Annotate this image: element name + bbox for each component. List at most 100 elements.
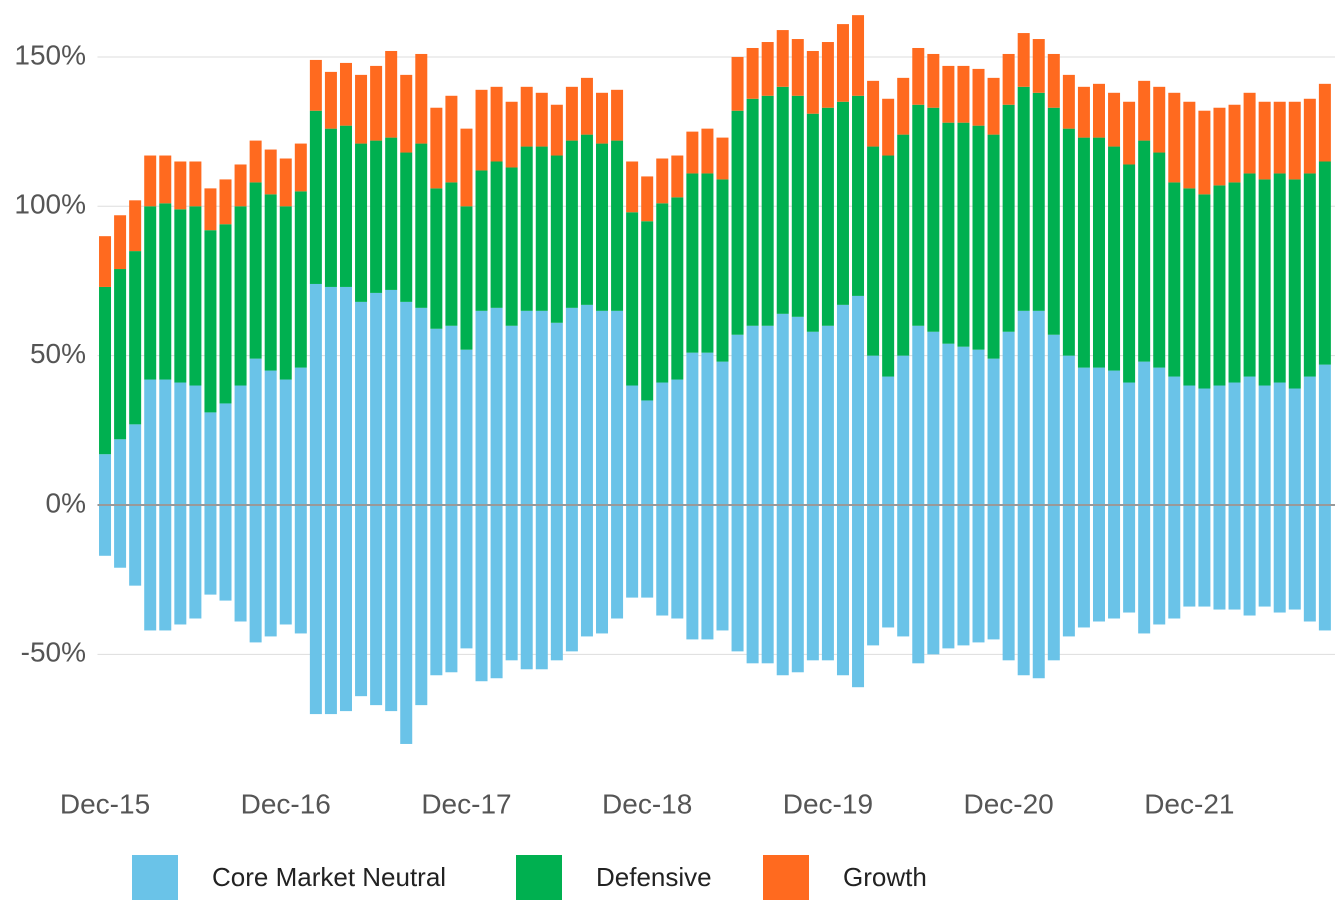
bar (1318, 83, 1331, 162)
bar (701, 173, 714, 353)
bar (1213, 107, 1226, 186)
bar (430, 328, 443, 505)
bar (219, 179, 232, 225)
legend-label: Defensive (596, 862, 712, 892)
bar (596, 143, 609, 311)
bar (1108, 146, 1121, 371)
bar (957, 505, 970, 646)
bar (144, 155, 157, 207)
bar (897, 134, 910, 356)
bar (294, 191, 307, 368)
bar (716, 179, 729, 362)
bar (1198, 194, 1211, 389)
bar (1183, 188, 1196, 386)
bar (972, 349, 985, 505)
bar (1243, 505, 1256, 616)
bar (400, 74, 413, 153)
bar (460, 206, 473, 350)
y-tick-label: -50% (21, 637, 86, 668)
bar (475, 505, 488, 682)
bar (355, 74, 368, 144)
bar (1243, 173, 1256, 377)
bar (294, 505, 307, 634)
bar (1062, 74, 1075, 129)
bar (535, 505, 548, 670)
legend-swatch (763, 855, 809, 900)
y-tick-label: 0% (46, 487, 86, 518)
bar (1138, 361, 1151, 505)
bar (1303, 173, 1316, 377)
bar (761, 95, 774, 326)
bar (1168, 92, 1181, 183)
bar (385, 505, 398, 712)
bar (535, 92, 548, 147)
bar (1318, 161, 1331, 365)
bar (339, 286, 352, 505)
bar (505, 325, 518, 505)
bar (490, 505, 503, 679)
bar (1017, 86, 1030, 311)
bar (1288, 388, 1301, 505)
bar (324, 128, 337, 287)
legend-swatch (132, 855, 178, 900)
bar (1002, 331, 1015, 505)
bar (641, 400, 654, 505)
bar (821, 505, 834, 661)
bar (1047, 505, 1060, 661)
bar (1032, 92, 1045, 311)
bar (339, 125, 352, 287)
bar (385, 137, 398, 290)
bar (114, 439, 127, 505)
bar (144, 505, 157, 631)
x-tick-label: Dec-19 (783, 788, 873, 819)
bar (1213, 505, 1226, 610)
bar (897, 355, 910, 505)
bar (1077, 137, 1090, 368)
bar (942, 343, 955, 505)
bar (716, 505, 729, 631)
bar (189, 385, 202, 505)
bar (535, 146, 548, 311)
bar (731, 110, 744, 335)
bar (520, 505, 533, 670)
bar (716, 137, 729, 180)
bar (1273, 505, 1286, 613)
bar (1092, 83, 1105, 138)
bar (309, 505, 322, 715)
bar (596, 505, 609, 634)
bar (1017, 310, 1030, 505)
bar (1168, 376, 1181, 505)
bar (370, 505, 383, 706)
bar (746, 325, 759, 505)
bar (761, 42, 774, 96)
x-tick-label: Dec-17 (421, 788, 511, 819)
bar (626, 505, 639, 598)
bar (520, 86, 533, 147)
bar (1077, 86, 1090, 138)
bar (1002, 53, 1015, 105)
bar (927, 331, 940, 505)
bar (1183, 385, 1196, 505)
bar (460, 349, 473, 505)
bar (852, 295, 865, 505)
bar (791, 316, 804, 505)
bar (987, 358, 1000, 505)
bar (806, 50, 819, 114)
bar (1273, 382, 1286, 505)
bar (1138, 140, 1151, 362)
bar (731, 56, 744, 111)
bar (520, 146, 533, 311)
bar (897, 77, 910, 135)
bar (701, 128, 714, 174)
x-tick-label: Dec-20 (963, 788, 1053, 819)
bar (1123, 382, 1136, 505)
bar (1062, 355, 1075, 505)
bar (821, 42, 834, 108)
bar (656, 158, 669, 204)
bar (1123, 101, 1136, 165)
bar (385, 50, 398, 138)
x-tick-label: Dec-18 (602, 788, 692, 819)
bar (731, 505, 744, 652)
bar (189, 161, 202, 207)
bar (99, 454, 112, 505)
